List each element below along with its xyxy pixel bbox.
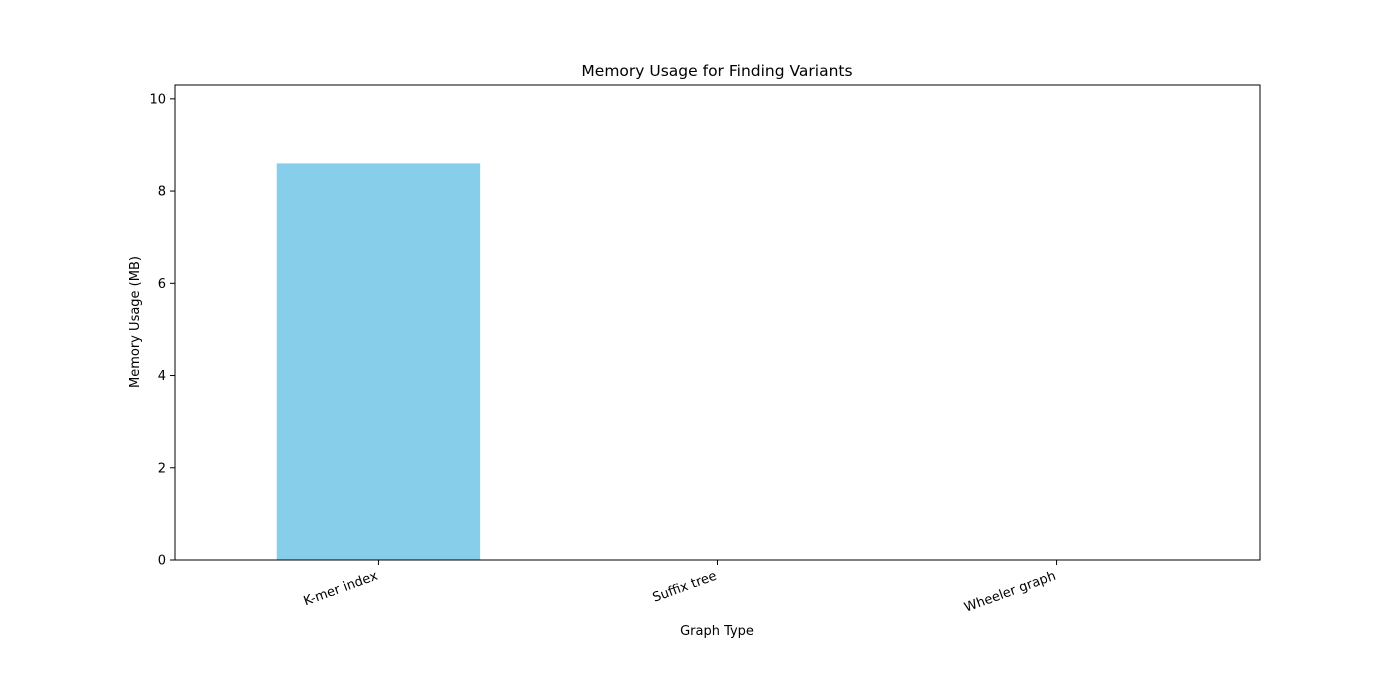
x-tick-label: K-mer index	[302, 569, 380, 610]
x-axis-label: Graph Type	[680, 624, 754, 639]
y-tick-label: 10	[149, 92, 166, 107]
y-tick-label: 8	[158, 185, 166, 200]
bars-group	[276, 163, 481, 560]
x-tick-label: Suffix tree	[651, 569, 719, 606]
y-tick-label: 0	[158, 554, 166, 569]
y-tick-label: 6	[158, 277, 166, 292]
x-tick-label: Wheeler graph	[962, 569, 1058, 616]
plot-frame	[174, 84, 1261, 561]
y-tick-label: 4	[158, 369, 166, 384]
y-axis-label: Memory Usage (MB)	[128, 256, 143, 388]
x-axis-ticks: K-mer index Suffix tree Wheeler graph	[302, 560, 1058, 616]
y-axis-ticks: 0 2 4 6 8 10	[149, 92, 175, 569]
y-tick-label: 2	[158, 461, 166, 476]
chart-title: Memory Usage for Finding Variants	[581, 62, 852, 80]
bar-k-mer-index	[276, 163, 481, 560]
axes-frame	[174, 84, 1261, 561]
